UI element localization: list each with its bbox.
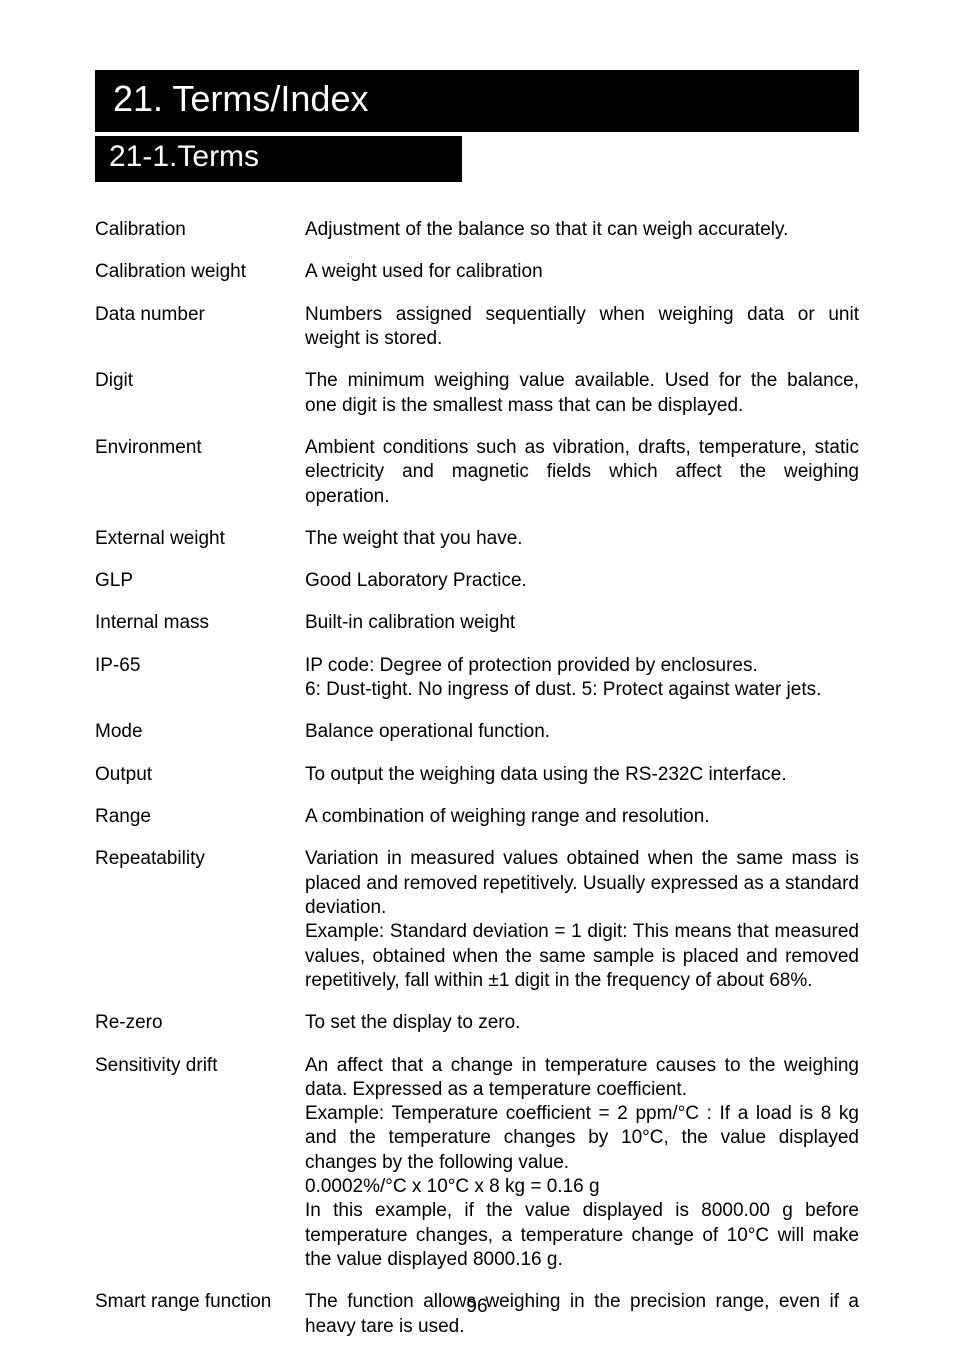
term-definition: A combination of weighing range and reso… [305, 805, 859, 847]
term-label: Repeatability [95, 847, 305, 1011]
table-row: ModeBalance operational function. [95, 720, 859, 762]
table-row: DigitThe minimum weighing value availabl… [95, 369, 859, 436]
term-label: Range [95, 805, 305, 847]
table-row: RangeA combination of weighing range and… [95, 805, 859, 847]
term-definition: The minimum weighing value available. Us… [305, 369, 859, 436]
terms-table: CalibrationAdjustment of the balance so … [95, 218, 859, 1357]
term-definition: Good Laboratory Practice. [305, 569, 859, 611]
term-label: Data number [95, 303, 305, 370]
chapter-title: 21. Terms/Index [95, 70, 859, 132]
term-label: Internal mass [95, 611, 305, 653]
table-row: Sensitivity driftAn affect that a change… [95, 1054, 859, 1291]
table-row: RepeatabilityVariation in measured value… [95, 847, 859, 1011]
term-definition: Adjustment of the balance so that it can… [305, 218, 859, 260]
term-label: Environment [95, 436, 305, 527]
page-number: 96 [0, 1296, 954, 1318]
term-definition: Balance operational function. [305, 720, 859, 762]
section-title: 21-1.Terms [95, 136, 462, 182]
table-row: Data numberNumbers assigned sequentially… [95, 303, 859, 370]
term-definition: IP code: Degree of protection provided b… [305, 654, 859, 721]
table-row: OutputTo output the weighing data using … [95, 763, 859, 805]
term-definition: To output the weighing data using the RS… [305, 763, 859, 805]
term-label: Sensitivity drift [95, 1054, 305, 1291]
table-row: CalibrationAdjustment of the balance so … [95, 218, 859, 260]
table-row: External weightThe weight that you have. [95, 527, 859, 569]
term-label: Digit [95, 369, 305, 436]
term-label: Calibration [95, 218, 305, 260]
term-label: GLP [95, 569, 305, 611]
term-label: Calibration weight [95, 260, 305, 302]
term-label: Mode [95, 720, 305, 762]
term-definition: Numbers assigned sequentially when weigh… [305, 303, 859, 370]
table-row: GLPGood Laboratory Practice. [95, 569, 859, 611]
term-definition: The weight that you have. [305, 527, 859, 569]
term-definition: Ambient conditions such as vibration, dr… [305, 436, 859, 527]
term-definition: To set the display to zero. [305, 1011, 859, 1053]
term-label: Output [95, 763, 305, 805]
term-definition: Built-in calibration weight [305, 611, 859, 653]
table-row: Internal massBuilt-in calibration weight [95, 611, 859, 653]
table-row: IP-65IP code: Degree of protection provi… [95, 654, 859, 721]
term-definition: Variation in measured values obtained wh… [305, 847, 859, 1011]
term-definition: An affect that a change in temperature c… [305, 1054, 859, 1291]
term-label: IP-65 [95, 654, 305, 721]
table-row: EnvironmentAmbient conditions such as vi… [95, 436, 859, 527]
table-row: Re-zeroTo set the display to zero. [95, 1011, 859, 1053]
term-label: External weight [95, 527, 305, 569]
table-row: Calibration weightA weight used for cali… [95, 260, 859, 302]
term-label: Re-zero [95, 1011, 305, 1053]
term-definition: A weight used for calibration [305, 260, 859, 302]
